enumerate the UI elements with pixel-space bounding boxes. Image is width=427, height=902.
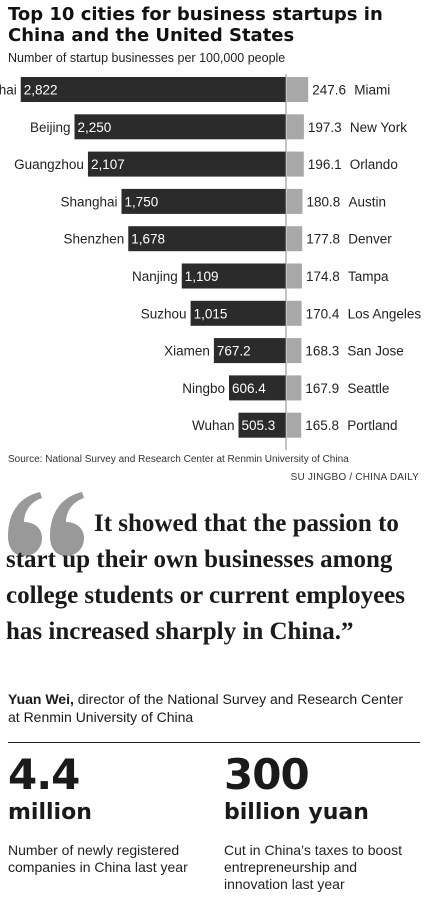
china-bar-value-label: 1,750 bbox=[125, 194, 159, 209]
us-city-label: Tampa bbox=[348, 269, 389, 284]
us-bar bbox=[287, 375, 302, 401]
china-city-label: Shenzhen bbox=[63, 232, 124, 247]
china-city-label: Guangzhou bbox=[14, 157, 84, 172]
us-bar-value-label: 168.3 bbox=[305, 344, 339, 359]
quote-author: Yuan Wei, bbox=[8, 691, 74, 707]
us-bar-value-label: 197.3 bbox=[308, 120, 342, 135]
stat-unit: million bbox=[8, 800, 92, 825]
startup-bar-chart: 2,822 Zhuhai 247.6 Miami 2,250 Beijing 197.3 Ne… bbox=[0, 74, 422, 450]
us-bar-value-label: 180.8 bbox=[306, 194, 340, 209]
us-city-label: Seattle bbox=[347, 381, 389, 396]
china-city-label: Zhuhai bbox=[0, 83, 17, 98]
us-bar-value-label: 165.8 bbox=[305, 418, 339, 433]
us-city-label: Portland bbox=[347, 418, 397, 433]
stat-tax-cut: 300 billion yuan Cut in China’s taxes to… bbox=[224, 752, 419, 893]
stat-number: 4.4 bbox=[8, 750, 80, 799]
source-note: Source: National Survey and Research Cen… bbox=[8, 454, 349, 465]
us-bar bbox=[287, 151, 304, 177]
quote-attribution: Yuan Wei, director of the National Surve… bbox=[8, 690, 418, 726]
china-city-label: Suzhou bbox=[141, 306, 187, 321]
stat-new-companies: 4.4 million Number of newly registered c… bbox=[8, 752, 208, 876]
stat-description: Cut in China’s taxes to boost entreprene… bbox=[224, 842, 402, 892]
china-bar bbox=[238, 412, 286, 438]
china-bar-value-label: 1,015 bbox=[194, 306, 228, 321]
chart-subtitle: Number of startup businesses per 100,000… bbox=[8, 51, 286, 65]
us-bar-value-label: 196.1 bbox=[308, 157, 342, 172]
china-city-label: Xiamen bbox=[164, 344, 210, 359]
graphic-credit: SU JINGBO / CHINA DAILY bbox=[290, 472, 419, 483]
china-bar bbox=[128, 226, 286, 252]
us-city-label: Los Angeles bbox=[348, 306, 422, 321]
us-city-label: Denver bbox=[348, 232, 392, 247]
us-city-label: Miami bbox=[354, 83, 390, 98]
china-bar-value-label: 2,250 bbox=[78, 120, 112, 135]
quote-author-title: director of the National Survey and Rese… bbox=[8, 691, 404, 725]
china-bar bbox=[190, 300, 286, 326]
china-city-label: Beijing bbox=[30, 120, 71, 135]
us-bar bbox=[287, 263, 302, 289]
stat-unit: billion yuan bbox=[224, 800, 369, 825]
us-bar-value-label: 177.8 bbox=[306, 232, 340, 247]
china-city-label: Shanghai bbox=[60, 194, 117, 209]
china-bar-value-label: 2,107 bbox=[91, 157, 125, 172]
china-city-label: Ningbo bbox=[182, 381, 225, 396]
china-bar bbox=[20, 77, 287, 102]
pull-quote: It showed that the passion to start up t… bbox=[6, 510, 405, 645]
us-city-label: San Jose bbox=[347, 344, 403, 359]
china-bar-value-label: 1,109 bbox=[185, 269, 219, 284]
china-city-label: Wuhan bbox=[192, 418, 235, 433]
section-divider bbox=[8, 742, 420, 743]
us-bar-value-label: 170.4 bbox=[306, 306, 340, 321]
us-bar-value-label: 167.9 bbox=[305, 381, 339, 396]
china-bar-value-label: 505.3 bbox=[242, 418, 276, 433]
us-bar bbox=[287, 338, 302, 364]
us-bar bbox=[287, 114, 304, 140]
us-bar bbox=[287, 77, 309, 102]
us-city-label: New York bbox=[350, 120, 407, 135]
china-bar-value-label: 2,822 bbox=[24, 83, 58, 98]
china-bar-value-label: 767.2 bbox=[217, 344, 251, 359]
china-bar-value-label: 1,678 bbox=[131, 232, 165, 247]
china-bar bbox=[121, 188, 286, 214]
china-city-label: Nanjing bbox=[132, 269, 178, 284]
us-bar bbox=[287, 226, 303, 252]
us-city-label: Austin bbox=[348, 194, 386, 209]
china-bar-value-label: 606.4 bbox=[232, 381, 266, 396]
china-bar bbox=[228, 375, 286, 401]
china-bar bbox=[87, 151, 286, 177]
us-city-label: Orlando bbox=[350, 157, 398, 172]
china-bar bbox=[181, 263, 286, 289]
us-bar-value-label: 247.6 bbox=[312, 83, 346, 98]
us-bar bbox=[287, 412, 302, 438]
us-bar bbox=[287, 300, 302, 326]
quotation-mark-icon bbox=[8, 492, 84, 556]
stat-number: 300 bbox=[224, 750, 310, 799]
us-bar bbox=[287, 188, 303, 214]
china-bar bbox=[213, 338, 286, 364]
us-bar-value-label: 174.8 bbox=[306, 269, 340, 284]
china-bar bbox=[74, 114, 286, 140]
stat-description: Number of newly registered companies in … bbox=[8, 842, 188, 875]
chart-title: Top 10 cities for business startups in C… bbox=[8, 4, 383, 46]
